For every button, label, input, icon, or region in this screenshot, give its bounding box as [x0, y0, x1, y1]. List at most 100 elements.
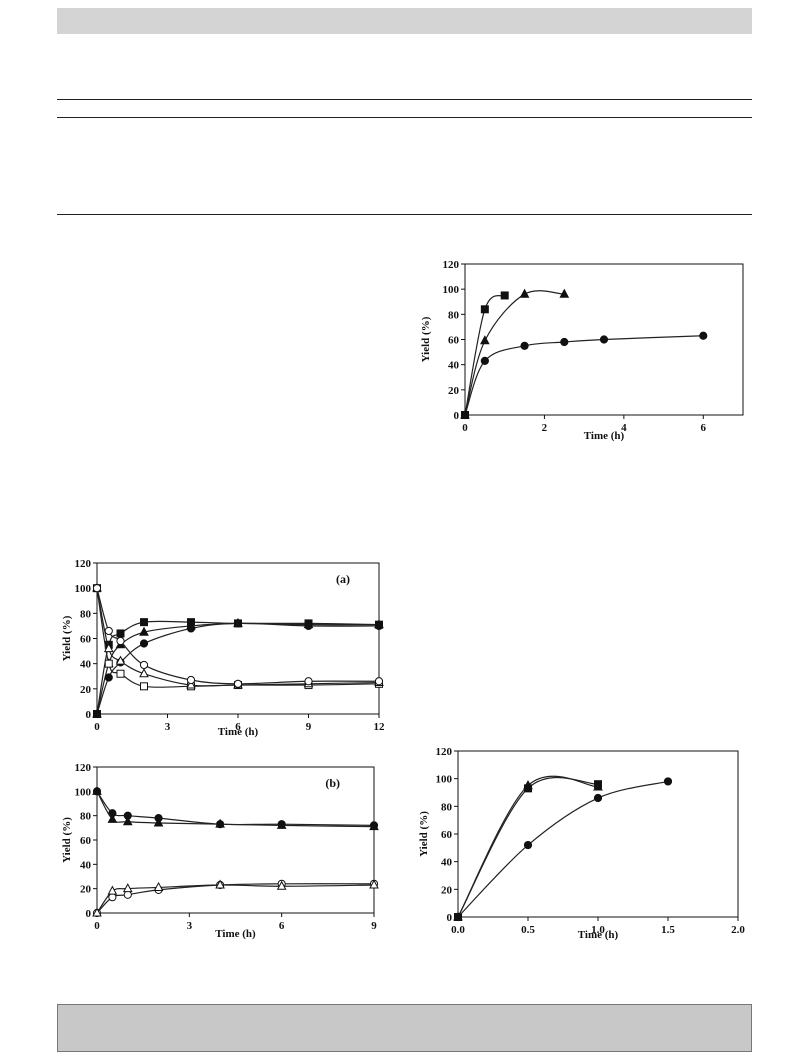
- y-tick-label: 120: [443, 259, 460, 271]
- series-line: [96, 588, 380, 685]
- y-tick-label: 60: [448, 335, 460, 347]
- y-tick-label: 100: [436, 774, 453, 786]
- series-line: [96, 791, 375, 828]
- y-tick-label: 80: [448, 309, 460, 321]
- data-point: [480, 356, 489, 365]
- data-point: [186, 624, 196, 633]
- data-point: [153, 881, 164, 891]
- data-point: [699, 331, 708, 340]
- table-bottom-rule: [57, 214, 752, 215]
- y-axis-title: Yield (%): [418, 811, 430, 857]
- x-tick-label: 0: [462, 422, 468, 434]
- y-tick-label: 100: [443, 284, 460, 296]
- y-tick-label: 80: [441, 801, 453, 813]
- chart-bottom-right: 0 20 40 60 80 100 120 0.0 0.5 1.0 1.5 2.0 Time (h) Yi…: [418, 746, 745, 941]
- x-tick-label: 6: [235, 721, 241, 733]
- x-tick-label: 0.0: [451, 924, 465, 936]
- data-point: [233, 619, 243, 628]
- data-point: [153, 817, 164, 827]
- y-tick-label: 0: [86, 709, 92, 721]
- data-point: [104, 626, 113, 636]
- data-point: [559, 288, 570, 298]
- series-line: [96, 884, 375, 914]
- data-point: [374, 677, 384, 686]
- data-point: [304, 621, 313, 631]
- x-tick-label: 0.5: [521, 924, 535, 936]
- data-point: [374, 621, 384, 631]
- y-axis-title: Yield (%): [61, 817, 73, 863]
- series-line: [464, 335, 704, 416]
- data-point: [92, 785, 102, 795]
- x-tick-label: 0: [94, 920, 100, 932]
- series-line: [96, 620, 380, 715]
- y-tick-label: 0: [447, 912, 453, 924]
- data-point: [276, 819, 287, 829]
- y-tick-label: 100: [75, 786, 92, 798]
- data-point: [92, 907, 102, 917]
- y-tick-label: 80: [80, 608, 92, 620]
- y-tick-label: 100: [75, 583, 92, 595]
- y-tick-label: 0: [454, 410, 460, 422]
- x-axis-title: Time (h): [215, 928, 256, 940]
- data-point: [139, 639, 149, 648]
- series-line: [96, 622, 380, 715]
- series-1: [92, 785, 379, 831]
- x-axis-title: Time (h): [578, 929, 619, 941]
- y-tick-label: 120: [436, 746, 453, 758]
- data-point: [369, 879, 379, 889]
- y-tick-label: 120: [75, 762, 92, 774]
- series-line: [457, 780, 669, 918]
- chart-b: 0 20 40 60 80 100 120 0 3 6 9 Time (h) Yield (%) (b): [61, 762, 379, 940]
- data-point: [663, 777, 673, 786]
- data-point: [215, 818, 225, 828]
- series-2: [460, 331, 708, 420]
- data-point: [593, 793, 603, 803]
- x-tick-label: 0: [94, 721, 100, 733]
- panel-label: (a): [336, 572, 350, 586]
- series-2: [453, 777, 673, 922]
- x-tick-label: 6: [279, 920, 285, 932]
- data-point: [460, 410, 470, 420]
- x-axis-title: Time (h): [218, 726, 259, 738]
- y-tick-label: 20: [441, 884, 453, 896]
- y-axis-title: Yield (%): [61, 615, 73, 661]
- x-tick-label: 9: [371, 920, 377, 932]
- data-point: [123, 890, 132, 899]
- data-point: [593, 781, 603, 791]
- data-point: [480, 335, 490, 345]
- table-top-rule: [57, 99, 752, 100]
- data-point: [139, 660, 149, 670]
- data-point: [519, 288, 530, 298]
- y-tick-label: 20: [80, 884, 92, 896]
- data-point: [139, 626, 149, 636]
- x-tick-label: 3: [165, 721, 171, 733]
- x-tick-label: 12: [374, 721, 386, 733]
- y-tick-label: 60: [80, 835, 92, 847]
- data-point: [304, 677, 313, 686]
- data-point: [480, 305, 489, 314]
- data-point: [140, 682, 148, 691]
- header-bar: [57, 8, 752, 34]
- data-point: [369, 821, 379, 831]
- chart-top-right: 0 20 40 60 80 100 120 0 2 4 6 Time (h) Yield (%): [420, 259, 744, 442]
- x-tick-label: 9: [306, 721, 312, 733]
- table-header-rule: [57, 117, 752, 118]
- x-tick-label: 3: [187, 920, 193, 932]
- data-point: [523, 780, 533, 790]
- x-tick-label: 6: [701, 422, 707, 434]
- series-5: [92, 584, 384, 688]
- series-4: [92, 582, 384, 689]
- y-tick-label: 20: [80, 684, 92, 696]
- y-tick-label: 20: [448, 385, 460, 397]
- y-tick-label: 40: [441, 857, 453, 869]
- series-line: [96, 622, 380, 715]
- data-point: [233, 679, 243, 688]
- data-point: [139, 668, 149, 678]
- data-point: [108, 893, 117, 902]
- chart-a: 0 20 40 60 80 100 120 0 3 6 9 12 Time (h) Yield (%) (a…: [61, 558, 386, 738]
- data-point: [140, 618, 148, 627]
- panel-label: (b): [325, 776, 340, 790]
- data-point: [500, 291, 509, 300]
- plot-frame: [457, 750, 739, 918]
- y-tick-label: 40: [80, 859, 92, 871]
